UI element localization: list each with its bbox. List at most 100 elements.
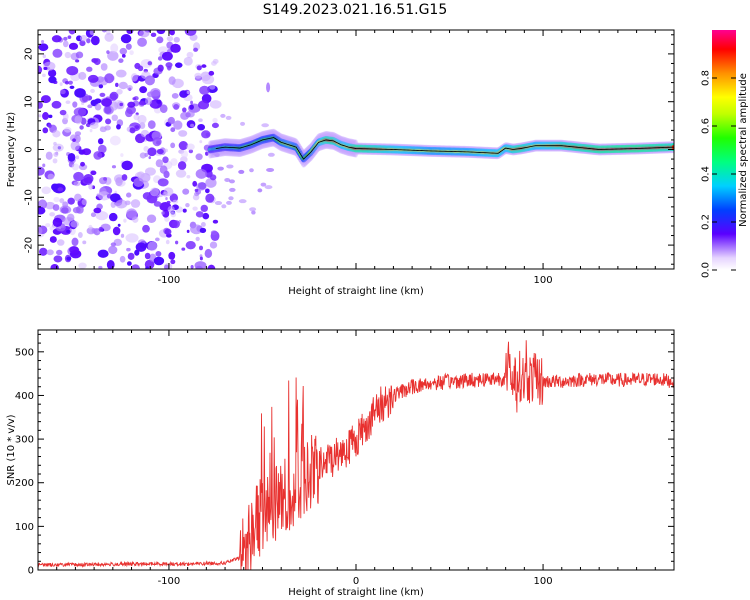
colorbar-tick-label: 0.8 bbox=[701, 70, 712, 86]
noise-cell bbox=[45, 223, 51, 228]
noise-cell bbox=[63, 127, 72, 133]
noise-cell bbox=[132, 97, 137, 101]
noise-cell bbox=[74, 131, 82, 136]
noise-cell bbox=[143, 145, 149, 152]
noise-cell bbox=[88, 224, 93, 230]
y-tick-label: 10 bbox=[24, 95, 35, 108]
noise-cell bbox=[257, 188, 263, 193]
noise-cell bbox=[177, 161, 187, 171]
noise-cell bbox=[121, 174, 128, 181]
noise-cell bbox=[101, 98, 112, 107]
noise-cell bbox=[238, 199, 247, 204]
noise-cell bbox=[91, 228, 98, 234]
noise-cell bbox=[155, 237, 160, 242]
noise-cell bbox=[153, 201, 162, 207]
noise-cell bbox=[165, 239, 170, 245]
noise-cell bbox=[170, 142, 176, 149]
noise-cell bbox=[38, 114, 42, 118]
noise-cell bbox=[112, 226, 121, 236]
noise-cell bbox=[251, 210, 256, 215]
noise-cell bbox=[75, 59, 80, 63]
noise-cell bbox=[42, 163, 46, 168]
noise-cell bbox=[214, 152, 220, 157]
noise-cell bbox=[75, 155, 80, 160]
noise-cell bbox=[108, 245, 118, 255]
noise-cell bbox=[79, 125, 84, 130]
noise-cell bbox=[42, 54, 47, 59]
noise-cell bbox=[264, 185, 273, 190]
noise-cell bbox=[229, 179, 235, 184]
noise-cell bbox=[60, 89, 66, 95]
noise-cell bbox=[126, 208, 138, 219]
noise-cell bbox=[194, 261, 207, 269]
noise-cell bbox=[59, 109, 67, 116]
noise-cell bbox=[173, 103, 180, 110]
noise-cell bbox=[181, 247, 186, 251]
noise-cell bbox=[98, 84, 104, 89]
noise-cell bbox=[66, 213, 75, 222]
noise-cell bbox=[74, 115, 83, 125]
noise-cell bbox=[186, 229, 190, 234]
figure-title: S149.2023.021.16.51.G15 bbox=[263, 2, 448, 18]
noise-cell bbox=[199, 85, 210, 95]
noise-cell bbox=[51, 100, 62, 109]
noise-cell bbox=[86, 66, 93, 72]
noise-cell bbox=[167, 205, 175, 213]
noise-cell bbox=[69, 85, 75, 90]
noise-cell bbox=[59, 82, 63, 86]
noise-cell bbox=[70, 220, 79, 228]
noise-cell bbox=[77, 231, 83, 238]
noise-cell bbox=[266, 82, 271, 93]
y-tick-label: 20 bbox=[24, 48, 35, 61]
noise-cell bbox=[109, 91, 119, 101]
noise-cell bbox=[56, 249, 63, 256]
y-tick-label: 500 bbox=[15, 347, 34, 358]
noise-cell bbox=[249, 168, 254, 173]
noise-cell bbox=[178, 141, 188, 151]
noise-cell bbox=[225, 115, 232, 120]
noise-cell bbox=[42, 73, 46, 78]
noise-cell bbox=[147, 120, 156, 129]
noise-cell bbox=[104, 32, 114, 42]
snr-marks bbox=[38, 340, 674, 570]
noise-cell bbox=[52, 204, 60, 211]
noise-cell bbox=[81, 198, 88, 206]
noise-cell bbox=[97, 144, 107, 154]
noise-cell bbox=[67, 35, 72, 39]
noise-cell bbox=[157, 56, 163, 61]
noise-cell bbox=[105, 118, 112, 125]
y-tick-label: 200 bbox=[15, 478, 34, 489]
noise-cell bbox=[190, 224, 203, 235]
noise-cell bbox=[186, 143, 195, 151]
noise-cell bbox=[97, 249, 109, 258]
y-tick-label: 0 bbox=[28, 566, 34, 577]
noise-cell bbox=[182, 107, 187, 113]
noise-cell bbox=[204, 248, 213, 258]
noise-cell bbox=[118, 81, 128, 90]
spectrogram-y-axis-label: Frequency (Hz) bbox=[6, 112, 17, 188]
noise-cell bbox=[90, 88, 95, 94]
noise-cell bbox=[59, 205, 72, 214]
noise-cell bbox=[171, 220, 180, 229]
noise-cell bbox=[130, 264, 141, 269]
x-tick-label: 100 bbox=[534, 576, 553, 587]
noise-cell bbox=[146, 194, 158, 204]
snr-plot-area bbox=[38, 340, 674, 570]
noise-cell bbox=[98, 265, 103, 269]
noise-cell bbox=[137, 114, 147, 125]
snr-axes: -100 0 100 0 100 200 300 400 500 bbox=[15, 330, 675, 587]
noise-cell bbox=[195, 236, 200, 242]
noise-cell bbox=[83, 174, 94, 184]
noise-cell bbox=[117, 223, 121, 227]
noise-cell bbox=[87, 74, 99, 83]
noise-cell bbox=[102, 30, 107, 33]
noise-cell bbox=[157, 178, 169, 187]
noise-cell bbox=[53, 141, 57, 146]
noise-cell bbox=[78, 71, 87, 80]
noise-cell bbox=[249, 207, 257, 212]
noise-cell bbox=[89, 30, 95, 36]
noise-cell bbox=[168, 76, 176, 85]
noise-cell bbox=[64, 51, 72, 59]
noise-cell bbox=[93, 207, 102, 214]
noise-cell bbox=[66, 66, 79, 76]
